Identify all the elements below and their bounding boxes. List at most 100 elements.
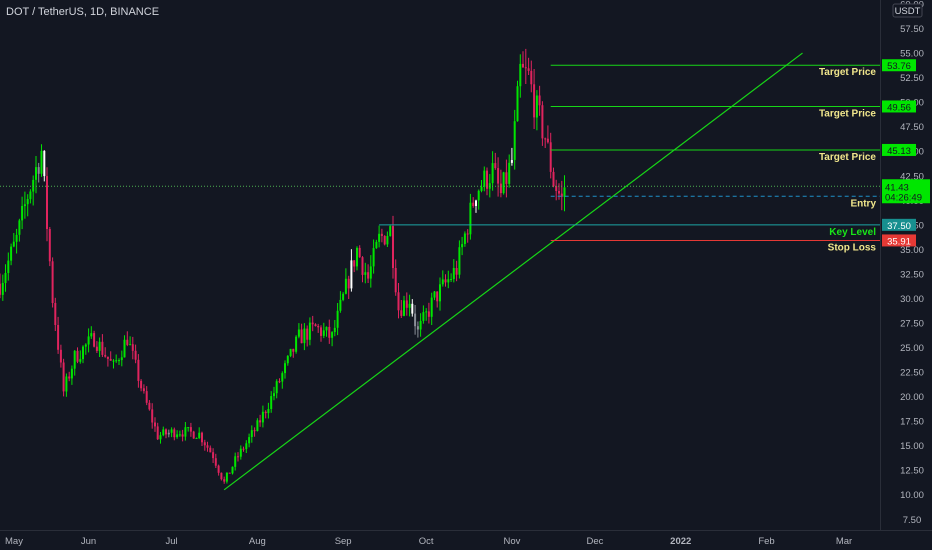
- candle[interactable]: [419, 313, 422, 337]
- candle[interactable]: [375, 239, 378, 249]
- candle[interactable]: [0, 273, 1, 299]
- candle[interactable]: [40, 144, 43, 177]
- candle[interactable]: [510, 147, 513, 166]
- candle[interactable]: [516, 80, 519, 122]
- candle[interactable]: [106, 356, 109, 367]
- candle[interactable]: [314, 323, 317, 327]
- candle[interactable]: [325, 326, 328, 337]
- candle[interactable]: [284, 360, 286, 379]
- candle[interactable]: [472, 197, 475, 208]
- candle[interactable]: [65, 373, 68, 397]
- candle[interactable]: [436, 291, 439, 308]
- candle[interactable]: [397, 283, 400, 319]
- candle[interactable]: [46, 167, 48, 242]
- candle[interactable]: [57, 316, 60, 354]
- candle[interactable]: [367, 264, 370, 283]
- candle[interactable]: [333, 320, 336, 337]
- candle[interactable]: [32, 175, 35, 206]
- candle[interactable]: [447, 270, 450, 289]
- candle[interactable]: [198, 427, 201, 440]
- candle[interactable]: [256, 418, 259, 432]
- candle[interactable]: [519, 54, 522, 98]
- candle[interactable]: [416, 321, 419, 338]
- candle[interactable]: [242, 446, 245, 452]
- candle[interactable]: [361, 256, 364, 283]
- candle[interactable]: [118, 358, 120, 365]
- candle[interactable]: [167, 429, 170, 438]
- candle[interactable]: [59, 344, 62, 368]
- candle[interactable]: [68, 371, 71, 382]
- candle[interactable]: [239, 445, 242, 460]
- candle[interactable]: [181, 429, 184, 442]
- candle[interactable]: [358, 245, 361, 258]
- candle[interactable]: [356, 246, 358, 271]
- candle[interactable]: [308, 317, 311, 346]
- candle[interactable]: [189, 422, 192, 437]
- candle[interactable]: [115, 354, 118, 363]
- candle[interactable]: [483, 166, 486, 192]
- candle[interactable]: [273, 386, 275, 401]
- candle[interactable]: [51, 257, 54, 308]
- candle[interactable]: [297, 323, 300, 339]
- candle[interactable]: [1, 274, 4, 301]
- candle[interactable]: [342, 292, 345, 302]
- candle[interactable]: [372, 239, 375, 274]
- candle[interactable]: [225, 472, 228, 484]
- candle[interactable]: [533, 69, 536, 129]
- candle[interactable]: [48, 227, 51, 267]
- candle[interactable]: [90, 326, 93, 339]
- candle[interactable]: [378, 225, 381, 248]
- candle[interactable]: [475, 199, 477, 213]
- candle[interactable]: [82, 345, 84, 364]
- candle[interactable]: [466, 229, 469, 243]
- candle[interactable]: [389, 224, 392, 237]
- candle[interactable]: [450, 273, 453, 282]
- candle[interactable]: [129, 336, 132, 346]
- candle[interactable]: [73, 350, 76, 376]
- candle[interactable]: [10, 243, 13, 266]
- time-axis[interactable]: May Jun Jul Aug Sep Oct Nov Dec 2022 Feb Mar: [5, 536, 852, 547]
- candle[interactable]: [320, 325, 322, 342]
- candle[interactable]: [245, 440, 248, 453]
- candle[interactable]: [259, 414, 262, 427]
- candle[interactable]: [95, 341, 98, 353]
- candle[interactable]: [12, 233, 15, 248]
- candle[interactable]: [452, 259, 455, 283]
- candle[interactable]: [306, 325, 309, 347]
- candle[interactable]: [214, 453, 217, 468]
- candle[interactable]: [292, 348, 295, 358]
- candle[interactable]: [555, 179, 558, 201]
- candle[interactable]: [148, 400, 151, 411]
- candle[interactable]: [267, 402, 270, 419]
- candle[interactable]: [275, 379, 278, 399]
- candle[interactable]: [4, 264, 7, 292]
- candle[interactable]: [369, 255, 372, 288]
- candle[interactable]: [250, 425, 253, 443]
- candle[interactable]: [140, 379, 143, 392]
- candle[interactable]: [270, 391, 273, 413]
- candle[interactable]: [403, 295, 405, 317]
- candle[interactable]: [463, 231, 466, 247]
- candle[interactable]: [538, 85, 541, 116]
- candle[interactable]: [170, 427, 173, 438]
- candle[interactable]: [29, 189, 32, 204]
- candle[interactable]: [253, 427, 256, 437]
- candle[interactable]: [522, 51, 524, 68]
- candle[interactable]: [195, 437, 198, 440]
- candle[interactable]: [43, 150, 46, 182]
- candle[interactable]: [101, 334, 104, 357]
- candle[interactable]: [541, 101, 544, 146]
- candle[interactable]: [21, 196, 24, 230]
- candle[interactable]: [295, 335, 298, 354]
- candle[interactable]: [530, 60, 533, 93]
- candle[interactable]: [444, 274, 447, 287]
- candle[interactable]: [499, 169, 502, 198]
- candle[interactable]: [261, 405, 264, 428]
- candle[interactable]: [411, 299, 414, 317]
- candle[interactable]: [192, 430, 195, 439]
- candle[interactable]: [109, 351, 112, 361]
- candle[interactable]: [98, 337, 101, 358]
- candle[interactable]: [176, 430, 179, 439]
- candle[interactable]: [513, 109, 516, 170]
